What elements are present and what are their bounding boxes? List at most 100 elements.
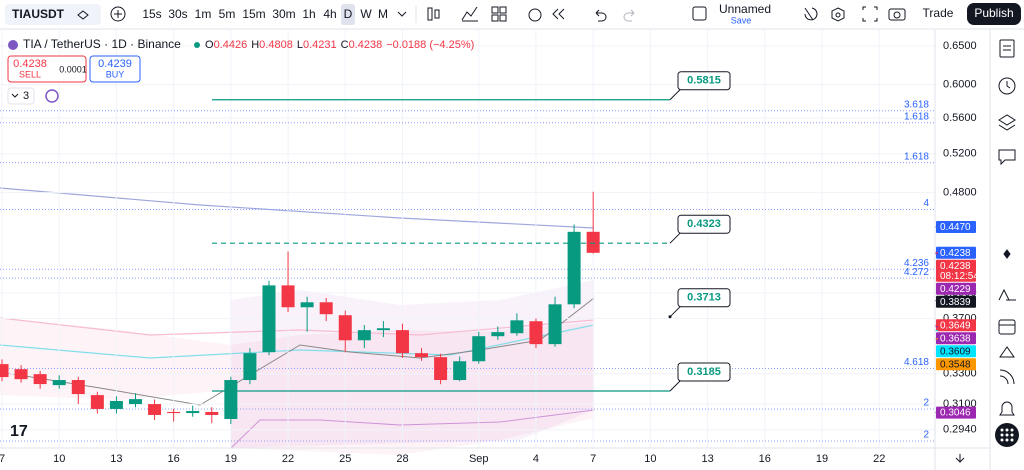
candle-body [472, 336, 486, 362]
fib-label: 4.272 [904, 267, 929, 278]
symbol-search[interactable] [5, 4, 101, 25]
price-badge [936, 406, 976, 419]
callout-label: 0.3713 [687, 292, 721, 304]
buy-label: BUY [106, 69, 125, 79]
interval[interactable]: 1h [302, 7, 315, 21]
publish-button[interactable] [967, 3, 1021, 25]
icon [1000, 428, 1014, 442]
interval[interactable]: 15m [242, 7, 265, 21]
interval[interactable]: D [344, 7, 353, 21]
icon [397, 11, 407, 17]
indicator-layer [0, 187, 595, 455]
candle-body [109, 400, 123, 409]
buy-button[interactable] [89, 55, 141, 83]
candle-body [586, 231, 600, 253]
fib-label: 4.618 [904, 357, 929, 368]
price-badge [936, 246, 976, 259]
fib-label: 2 [923, 398, 929, 409]
callout-label: 0.5815 [687, 75, 721, 87]
candle-body [14, 369, 28, 380]
indicators-toggle[interactable] [7, 87, 35, 105]
logo: 17 [10, 423, 28, 440]
interval[interactable]: 15s [142, 7, 161, 21]
date-label: Sep [469, 453, 489, 465]
ohlc-key: O [205, 39, 214, 51]
sidebar-icons[interactable] [998, 39, 1016, 416]
candle-body [529, 321, 543, 345]
date-label: 10 [53, 453, 65, 465]
intervals: 15s 30s 1m 5m 15m 30m 1h 4h D W M [142, 4, 388, 25]
date-label: 16 [168, 453, 180, 465]
spread: 0.0001 [59, 64, 87, 74]
price-tick-label: 0.4800 [943, 186, 977, 198]
interval[interactable]: W [360, 7, 372, 21]
layout-name[interactable]: Unnamed [719, 2, 771, 16]
band-fill [0, 318, 594, 455]
add-icon[interactable] [110, 6, 126, 22]
callout-pointer [669, 380, 681, 392]
callout-pointer [669, 306, 681, 318]
band-fill [231, 280, 594, 448]
fib-label: 4.236 [904, 258, 929, 269]
callout-box [677, 288, 731, 308]
symbol-icon [8, 40, 18, 50]
toolbar-icons [427, 6, 906, 22]
interval[interactable]: 4h [323, 7, 336, 21]
toolbar [0, 0, 1024, 29]
save-label[interactable]: Save [731, 15, 752, 25]
interval[interactable]: M [378, 7, 388, 21]
candle-body [262, 285, 276, 353]
publish-label: Publish [974, 6, 1013, 20]
price-badge [936, 319, 976, 332]
interval[interactable]: 30s [168, 7, 187, 21]
interval[interactable]: 30m [272, 7, 295, 21]
price-tick-label: 0.2940 [943, 424, 977, 436]
candle-body [128, 399, 142, 405]
settings-icon[interactable] [955, 454, 965, 463]
candle-body [0, 364, 9, 378]
interval[interactable]: 5m [219, 7, 236, 21]
price-badge [936, 295, 976, 308]
ohlc-value: 0.4231 [303, 39, 337, 51]
date-label: 19 [225, 453, 237, 465]
date-label: 7 [590, 453, 596, 465]
date-label: 10 [644, 453, 656, 465]
price-badge-label: 0.4470 [940, 222, 971, 233]
candle-body [357, 330, 371, 341]
candle-body [510, 320, 524, 334]
date-label: 22 [282, 453, 294, 465]
moving-average [0, 324, 595, 359]
callout-label: 0.3185 [687, 366, 721, 378]
ohlc-key: C [341, 39, 349, 51]
candle-body [395, 330, 409, 354]
price-badge-label: 0.3839 [940, 297, 971, 308]
candle-body [224, 380, 238, 419]
price-badge-label: 0.4229 [940, 284, 971, 295]
interval[interactable]: 1m [195, 7, 212, 21]
icon [77, 10, 89, 20]
candle-body [52, 380, 66, 386]
date-label: 22 [873, 453, 885, 465]
candle-body [243, 353, 257, 381]
price-badge-label: 0.3649 [940, 320, 971, 331]
candle-body [205, 411, 219, 415]
candle-body [491, 332, 505, 337]
ohlc-key: H [251, 39, 259, 51]
candle-body [33, 374, 47, 385]
price-badge [936, 332, 976, 345]
trade-button[interactable]: Trade [923, 6, 954, 20]
moving-average [0, 297, 595, 406]
candle-body [434, 357, 448, 381]
price-badge [936, 282, 976, 295]
callout-box [677, 214, 731, 234]
change: −0.0188 (−4.25%) [386, 39, 474, 51]
reload-icon[interactable] [45, 89, 59, 103]
fib-label: 1.618 [904, 151, 929, 162]
candle-body [186, 411, 200, 414]
price-badge-label: 0.3548 [940, 359, 971, 370]
sell-button[interactable] [7, 55, 87, 83]
price-badge [936, 259, 976, 282]
moving-average [0, 317, 595, 336]
candle-body [415, 353, 429, 358]
